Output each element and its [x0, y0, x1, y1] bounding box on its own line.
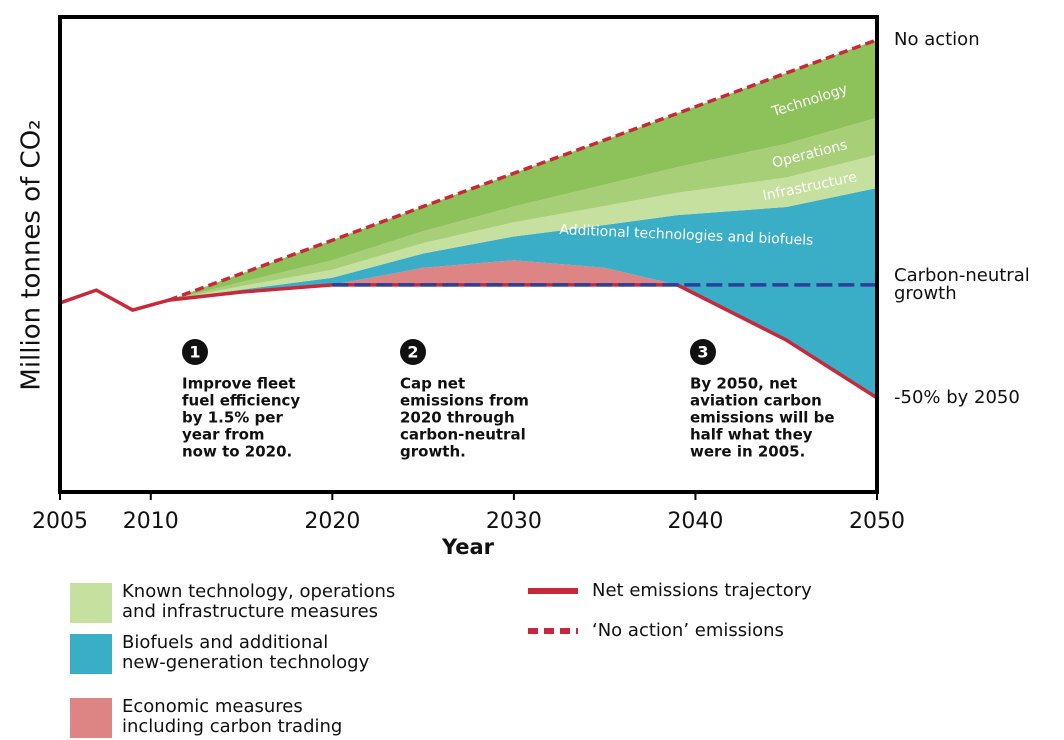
- legend-label: including carbon trading: [122, 716, 342, 737]
- y-axis-label: Million tonnes of CO₂: [17, 119, 47, 390]
- end-label: growth: [894, 283, 957, 304]
- annotation-text: were in 2005.: [690, 443, 805, 461]
- legend-swatch: [70, 583, 112, 623]
- end-label: -50% by 2050: [894, 387, 1020, 408]
- annotation-text: by 1.5% per: [182, 409, 283, 427]
- legend-label: and infrastructure measures: [122, 601, 378, 622]
- dashed-line: [168, 38, 878, 302]
- legend-swatch: [70, 698, 112, 738]
- annotation-text: 2020 through: [400, 409, 515, 427]
- annotation-text: carbon-neutral: [400, 426, 526, 444]
- annotation-text: Cap net: [400, 375, 465, 393]
- x-axis-label: Year: [441, 535, 495, 559]
- end-label: No action: [894, 29, 980, 50]
- step-number: 3: [697, 343, 708, 362]
- annotation-text: growth.: [400, 443, 466, 461]
- legend-label: Economic measures: [122, 696, 303, 717]
- annotation-text: fuel efficiency: [182, 392, 300, 410]
- annotation-text: By 2050, net: [690, 375, 797, 393]
- step-number: 1: [189, 343, 200, 362]
- legend-label: ‘No action’ emissions: [592, 620, 784, 641]
- legend-label: new-generation technology: [122, 652, 370, 673]
- step-marker: [400, 339, 426, 365]
- annotation-text: emissions will be: [690, 409, 835, 427]
- step-marker: [182, 339, 208, 365]
- legend-label: Net emissions trajectory: [592, 580, 812, 601]
- step-number: 2: [407, 343, 418, 362]
- step-marker: [690, 339, 716, 365]
- legend-label: Biofuels and additional: [122, 632, 328, 653]
- x-tick-label: 2020: [304, 509, 360, 534]
- x-tick-label: 2030: [486, 509, 542, 534]
- area-band: [60, 154, 877, 311]
- legend-label: Known technology, operations: [122, 581, 395, 602]
- legend-swatch: [70, 634, 112, 674]
- x-tick-label: 2040: [667, 509, 723, 534]
- annotation-text: now to 2020.: [182, 443, 292, 461]
- x-tick-label: 2050: [849, 509, 905, 534]
- annotation-text: year from: [182, 426, 265, 444]
- x-tick-label: 2005: [32, 509, 88, 534]
- x-tick-label: 2010: [123, 509, 179, 534]
- annotation-text: aviation carbon: [690, 392, 822, 410]
- annotation-text: Improve fleet: [182, 375, 295, 393]
- plot-frame: [58, 15, 879, 494]
- annotation-text: half what they: [690, 426, 813, 444]
- area-band: [60, 188, 877, 398]
- annotation-text: emissions from: [400, 392, 529, 410]
- end-label: Carbon-neutral: [894, 265, 1030, 286]
